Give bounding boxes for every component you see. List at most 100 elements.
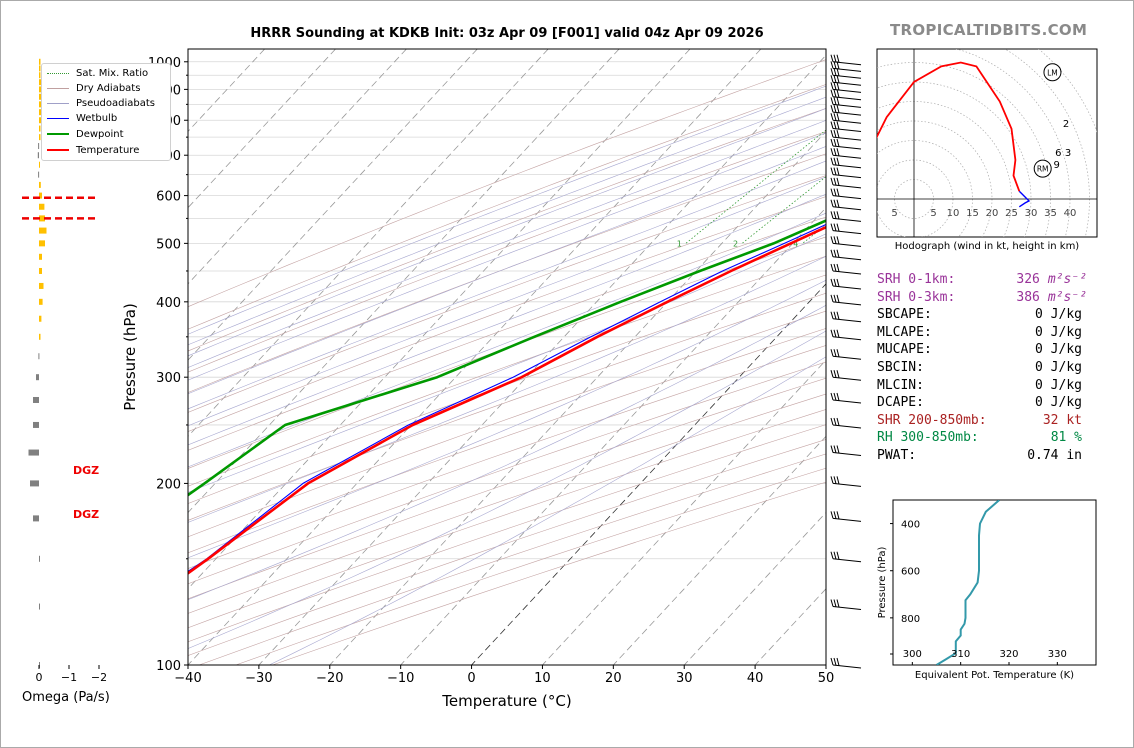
skew-t-frame [187, 48, 827, 666]
wind-barb [832, 103, 862, 108]
omega-bar [39, 603, 40, 610]
y-tick-label: 100 [156, 659, 181, 674]
wind-barb [830, 249, 834, 257]
dewpoint-profile [188, 219, 826, 497]
isotherm [188, 49, 478, 361]
wind-barb [832, 230, 862, 235]
wind-barb [832, 128, 862, 133]
wind-barb [830, 199, 834, 207]
stat-row: DCAPE: 0 J/kg [877, 395, 1092, 413]
legend-label: Sat. Mix. Ratio [76, 67, 149, 79]
wind-barb [832, 355, 862, 360]
wind-barb [830, 61, 834, 69]
wind-barb [836, 82, 840, 91]
omega-bar [38, 171, 40, 178]
wind-barb [832, 74, 862, 79]
wind-barb [830, 236, 834, 244]
wind-barb [833, 349, 837, 357]
wind-barb [832, 206, 862, 211]
hodograph-ring-label: 15 [966, 208, 979, 219]
omega-bar [39, 315, 42, 322]
wind-barb [833, 370, 837, 378]
legend-item-pseudoadiabats: Pseudoadiabats [47, 96, 155, 110]
x-tick-label: 10 [534, 671, 551, 686]
dry-adiabat [188, 328, 826, 554]
dry-adiabat [188, 377, 826, 600]
wind-barb [836, 294, 840, 303]
wind-barb [830, 211, 834, 219]
wind-barb [836, 121, 840, 130]
stat-number: 0.74 in [1027, 447, 1082, 463]
wind-barb [836, 370, 840, 378]
omega-bar [39, 134, 41, 141]
y-tick-label: 400 [156, 296, 181, 311]
wind-barb [830, 294, 834, 302]
isotherm [329, 130, 826, 665]
pseudoadiabat [188, 279, 826, 559]
legend-item-dewpoint: Dewpoint [47, 127, 124, 141]
wind-barb [833, 599, 837, 607]
hodograph-height-label: 3 [1065, 148, 1071, 159]
stat-row: MLCAPE: 0 J/kg [877, 325, 1092, 343]
wind-barb [833, 294, 837, 303]
wind-barb [836, 167, 840, 176]
hodograph-ring-label: 25 [1005, 208, 1018, 219]
omega-x-tick-label: −1 [61, 671, 77, 684]
wind-barb [832, 399, 862, 404]
stat-row: RH 300-850mb: 81 % [877, 430, 1092, 448]
legend-item-sat-mix-ratio: Sat. Mix. Ratio [47, 66, 148, 80]
wind-barb [830, 68, 834, 76]
stat-number: 0 J/kg [1035, 395, 1082, 411]
wind-barb [836, 113, 840, 121]
x-tick-label: −20 [316, 671, 343, 686]
wind-barb [832, 318, 862, 323]
hodograph-plot: 551015202530354012369LMRM [877, 49, 1097, 237]
pseudoadiabat [188, 176, 826, 427]
hodograph-ring-label: 40 [1064, 208, 1077, 219]
wind-barb [833, 278, 837, 287]
wind-barb [833, 657, 837, 666]
wind-barb [832, 606, 862, 611]
wind-barb [830, 82, 834, 90]
omega-bar [39, 253, 42, 260]
legend-label: Dry Adiabats [76, 82, 141, 94]
wind-barb [836, 392, 840, 401]
wind-barb [833, 236, 837, 244]
wind-barb [832, 96, 862, 101]
omega-bar [39, 117, 42, 124]
stat-label: MLCIN: [877, 377, 924, 393]
dry-adiabat [188, 108, 826, 352]
legend-item-wetbulb: Wetbulb [47, 111, 117, 125]
pseudoadiabat [269, 356, 826, 665]
y-tick-label: 300 [156, 371, 181, 386]
wind-barb [830, 105, 834, 113]
wind-barb [830, 476, 834, 484]
stat-label: SRH 0-1km: [877, 272, 956, 287]
wind-barb [836, 417, 840, 426]
wind-barb [833, 113, 837, 121]
wind-barb [836, 68, 840, 76]
legend-label: Dewpoint [76, 128, 124, 140]
stat-number: 0 J/kg [1035, 342, 1082, 358]
wind-barb [836, 329, 840, 338]
stat-number: 326 [1016, 272, 1040, 287]
legend-label: Pseudoadiabats [76, 97, 156, 109]
mixing-ratio-label: 8 [858, 240, 863, 249]
stats-panel: SRH 0-1km: 326 m²s⁻² SRH 0-3km: 386 m²s⁻² SBCA… [877, 272, 1092, 466]
wind-barb [836, 157, 840, 166]
omega-bar [33, 396, 39, 403]
theta-e-y-axis-label: Pressure (hPa) [877, 547, 888, 619]
pseudoadiabat [188, 120, 826, 368]
skew-t-plot-area [188, 49, 826, 665]
stat-row: SBCAPE: 0 J/kg [877, 307, 1092, 325]
wind-barb [836, 445, 840, 454]
dry-adiabat [188, 84, 826, 330]
omega-bar [39, 267, 42, 274]
theta-e-y-tick-label: 800 [901, 614, 920, 625]
hodograph-ring-label: 35 [1044, 208, 1057, 219]
omega-bar [39, 125, 41, 132]
wind-barb [830, 511, 834, 519]
wind-barb [833, 188, 837, 197]
wind-barb [832, 67, 862, 72]
legend-swatch [47, 87, 69, 89]
